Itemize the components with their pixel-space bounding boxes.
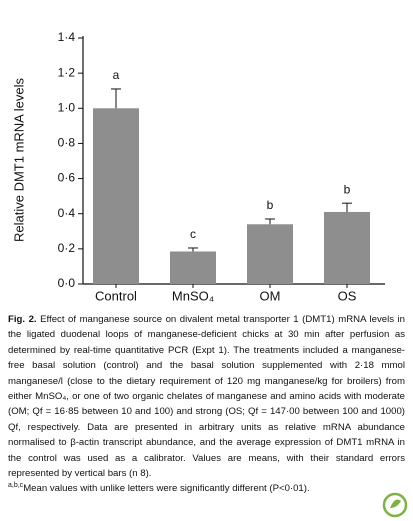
caption-text: Effect of manganese source on divalent m… xyxy=(8,314,406,480)
x-tick-label: Control xyxy=(95,288,137,303)
significance-letter: a xyxy=(113,68,120,82)
x-tick-label: MnSO₄ xyxy=(172,288,214,303)
y-tick-label: 1·0 xyxy=(58,100,76,114)
significance-letter: b xyxy=(267,198,274,212)
x-tick-label: OS xyxy=(338,288,357,303)
y-axis-label: Relative DMT1 mRNA levels xyxy=(11,78,26,242)
logo-icon xyxy=(382,492,408,518)
bar xyxy=(170,251,216,284)
caption-label: Fig. 2. xyxy=(8,314,37,325)
y-tick-label: 0·8 xyxy=(58,136,76,150)
y-tick-label: 0·4 xyxy=(58,206,76,220)
caption: Fig. 2. Effect of manganese source on di… xyxy=(8,312,405,497)
significance-letter: c xyxy=(190,227,196,241)
y-tick-label: 0·0 xyxy=(58,276,76,290)
significance-letter: b xyxy=(344,182,351,196)
x-tick-label: OM xyxy=(260,288,281,303)
y-tick-label: 1·4 xyxy=(58,30,76,44)
bar xyxy=(93,108,139,285)
footnote-marker: a,b,c xyxy=(8,482,24,490)
bar xyxy=(247,224,293,284)
bar xyxy=(324,211,370,284)
footnote: Mean values with unlike letters were sig… xyxy=(23,483,310,495)
y-tick-label: 0·2 xyxy=(58,241,76,255)
chart: Relative DMT1 mRNA levels 0·0 0·2 0·4 0·6 0·… xyxy=(11,30,385,303)
y-tick-label: 1·2 xyxy=(58,65,76,79)
y-tick-label: 0·6 xyxy=(58,171,76,185)
